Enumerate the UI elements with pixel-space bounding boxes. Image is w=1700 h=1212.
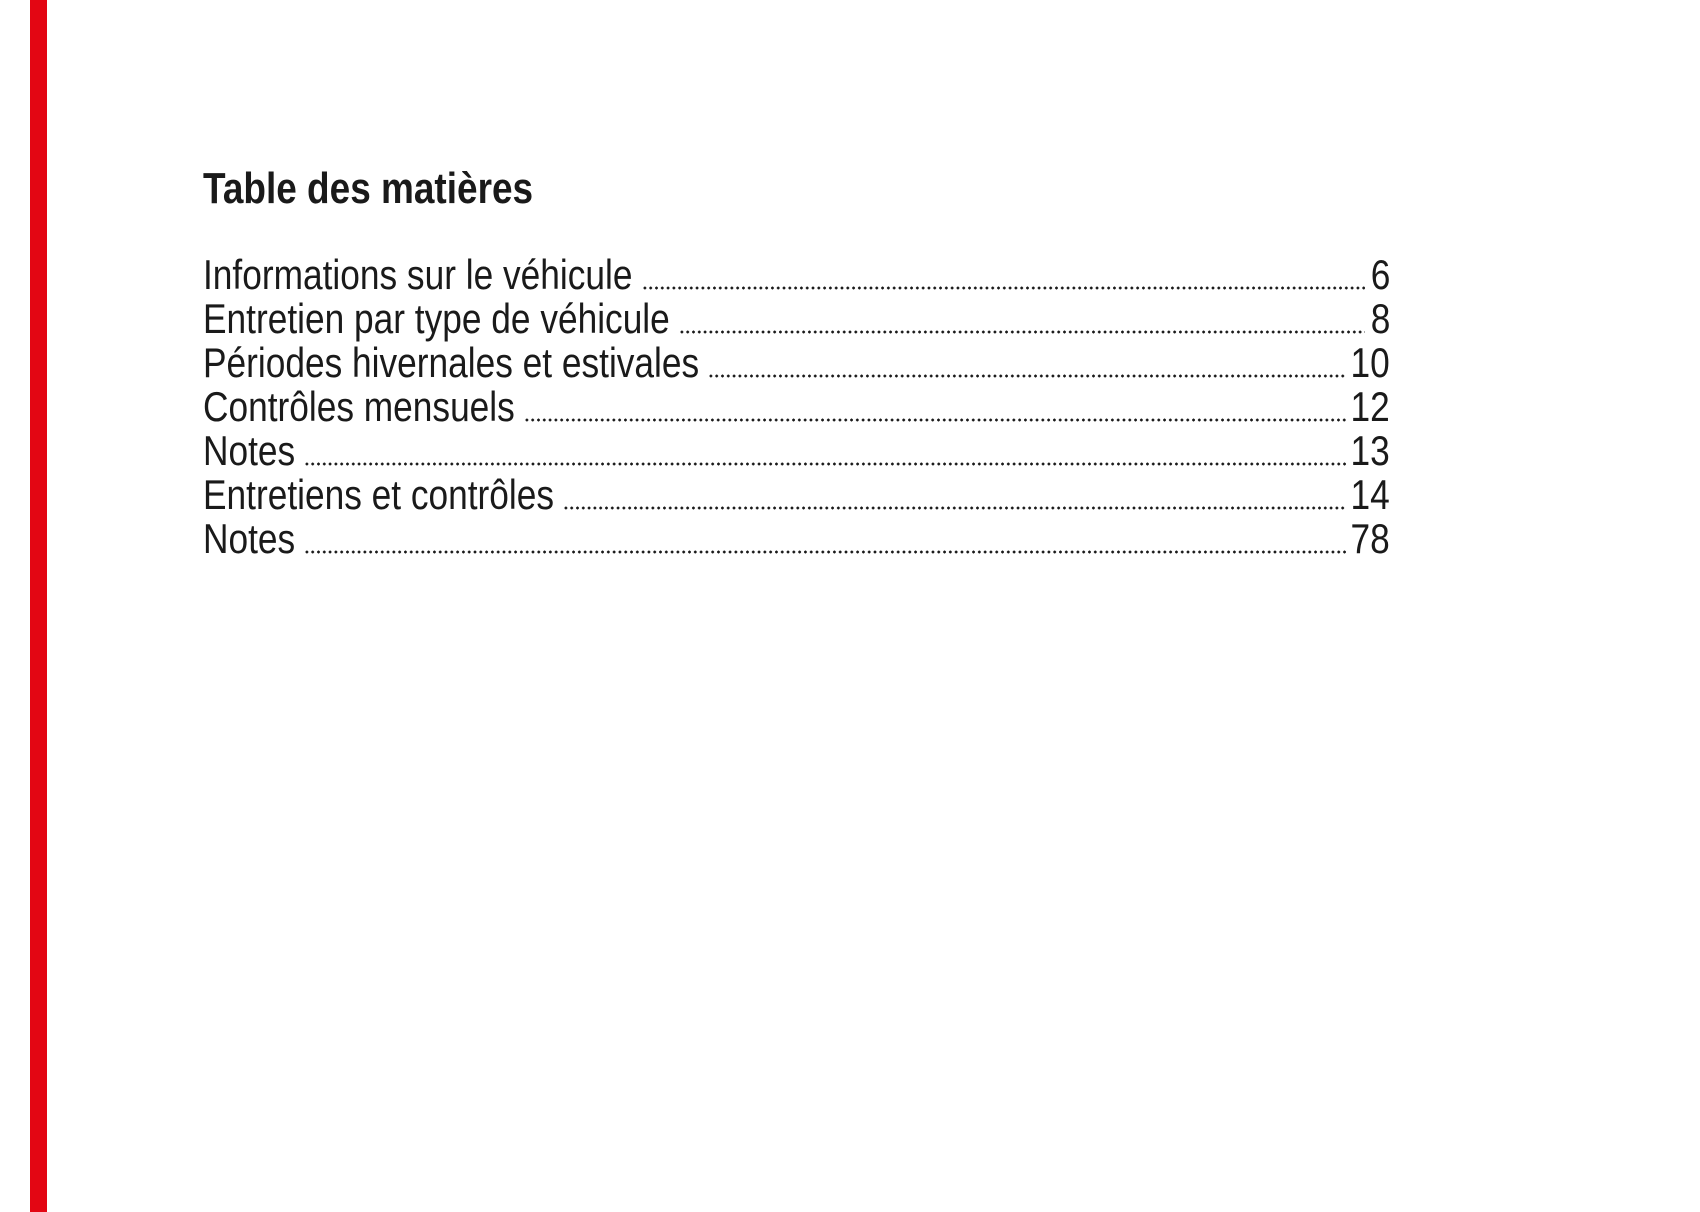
toc-entry-label: Entretien par type de véhicule — [203, 295, 670, 342]
toc-entry-row: Notes 78 — [203, 517, 1390, 561]
dot-leader — [523, 418, 1346, 422]
toc-entry-label: Contrôles mensuels — [203, 383, 515, 430]
toc-entry-label: Entretiens et contrôles — [203, 471, 555, 518]
toc-entry-page-number: 14 — [1350, 471, 1390, 518]
toc-entry-row: Notes 13 — [203, 429, 1390, 473]
toc-list: Informations sur le véhicule 6 Entretien… — [203, 253, 1390, 561]
toc-entry-label: Notes — [203, 515, 296, 562]
dot-leader — [563, 506, 1346, 510]
toc-entry-label: Notes — [203, 427, 296, 474]
dot-leader — [304, 550, 1346, 554]
toc-entry-page-number: 8 — [1370, 295, 1390, 342]
dot-leader — [304, 462, 1346, 466]
toc-entry-page-number: 78 — [1350, 515, 1390, 562]
toc-entry-label: Périodes hivernales et estivales — [203, 339, 700, 386]
page-title: Table des matières — [203, 164, 534, 213]
dot-leader — [708, 374, 1346, 378]
toc-entry-row: Périodes hivernales et estivales 10 — [203, 341, 1390, 385]
toc-entry-page-number: 13 — [1350, 427, 1390, 474]
toc-entry-page-number: 12 — [1350, 383, 1390, 430]
dot-leader — [641, 286, 1366, 290]
toc-entry-page-number: 10 — [1350, 339, 1390, 386]
toc-entry-row: Entretiens et contrôles 14 — [203, 473, 1390, 517]
toc-entry-label: Informations sur le véhicule — [203, 251, 633, 298]
toc-entry-row: Contrôles mensuels 12 — [203, 385, 1390, 429]
toc-entry-row: Entretien par type de véhicule 8 — [203, 297, 1390, 341]
toc-entry-page-number: 6 — [1370, 251, 1390, 298]
dot-leader — [678, 330, 1366, 334]
toc-entry-row: Informations sur le véhicule 6 — [203, 253, 1390, 297]
red-edge-bar — [30, 0, 47, 1212]
